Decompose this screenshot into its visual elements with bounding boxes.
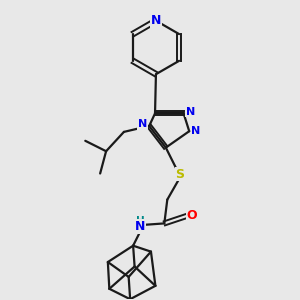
Text: N: N: [151, 14, 161, 27]
Text: N: N: [191, 126, 200, 136]
Text: S: S: [175, 168, 184, 181]
Text: O: O: [187, 209, 197, 223]
Text: N: N: [135, 220, 146, 233]
Text: N: N: [138, 119, 147, 130]
Text: H: H: [136, 216, 145, 226]
Text: N: N: [185, 107, 195, 117]
